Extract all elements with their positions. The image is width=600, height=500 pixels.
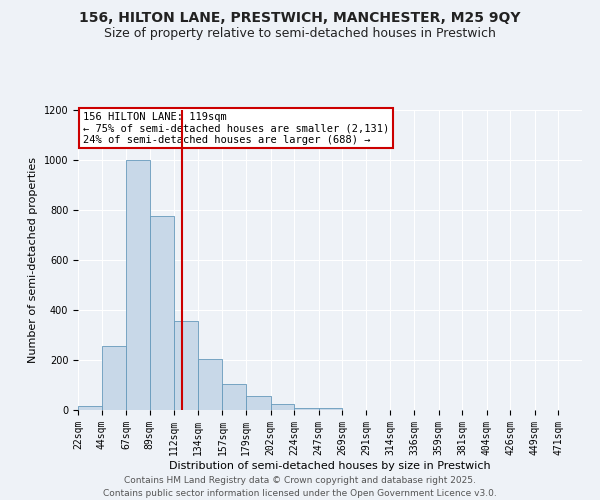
Bar — [101, 346, 126, 410]
Bar — [175, 322, 198, 410]
Bar — [223, 384, 246, 410]
Y-axis label: Number of semi-detached properties: Number of semi-detached properties — [28, 157, 38, 363]
Bar — [271, 404, 294, 410]
Bar — [246, 396, 271, 410]
Text: Contains HM Land Registry data © Crown copyright and database right 2025.
Contai: Contains HM Land Registry data © Crown c… — [103, 476, 497, 498]
Bar — [198, 359, 223, 410]
Text: 156, HILTON LANE, PRESTWICH, MANCHESTER, M25 9QY: 156, HILTON LANE, PRESTWICH, MANCHESTER,… — [79, 12, 521, 26]
Bar — [319, 408, 343, 410]
Bar — [294, 408, 319, 410]
Bar — [149, 216, 175, 410]
Text: Size of property relative to semi-detached houses in Prestwich: Size of property relative to semi-detach… — [104, 28, 496, 40]
X-axis label: Distribution of semi-detached houses by size in Prestwich: Distribution of semi-detached houses by … — [169, 460, 491, 470]
Bar — [126, 160, 149, 410]
Bar — [78, 406, 101, 410]
Text: 156 HILTON LANE: 119sqm
← 75% of semi-detached houses are smaller (2,131)
24% of: 156 HILTON LANE: 119sqm ← 75% of semi-de… — [83, 112, 389, 144]
